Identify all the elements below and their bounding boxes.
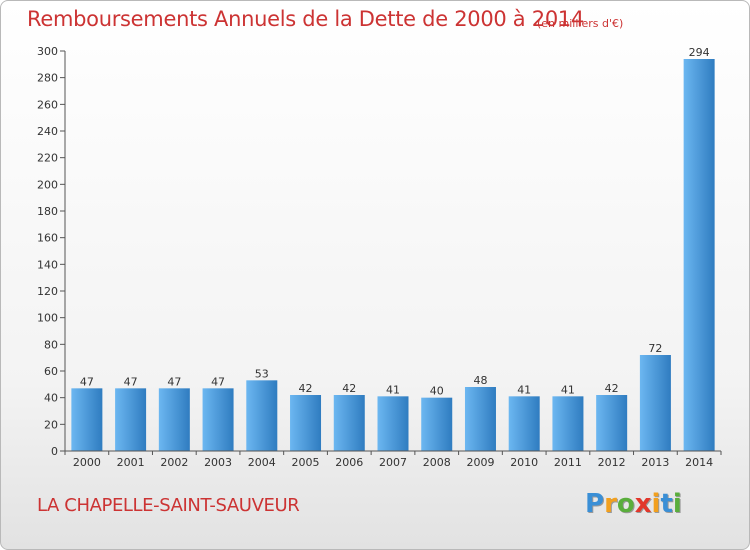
brand-letter: r [604, 489, 617, 519]
y-tick-label: 260 [37, 98, 58, 111]
bar-value-label: 47 [167, 375, 181, 388]
bar-value-label: 41 [561, 383, 575, 396]
bar-value-label: 41 [386, 383, 400, 396]
x-tick-label: 2006 [335, 456, 363, 469]
brand-letter: x [634, 489, 652, 519]
bar [464, 387, 496, 451]
chart-title: Remboursements Annuels de la Dette de 20… [27, 7, 584, 31]
bar-value-label: 47 [211, 375, 225, 388]
y-tick-label: 40 [44, 392, 58, 405]
chart-unit: (en milliers d'€) [537, 17, 624, 30]
x-tick-label: 2014 [685, 456, 713, 469]
x-tick-label: 2005 [292, 456, 320, 469]
y-tick-label: 300 [37, 45, 58, 58]
bar-value-label: 294 [689, 46, 710, 59]
x-tick-label: 2003 [204, 456, 232, 469]
bar [202, 388, 234, 451]
brand-letter: o [616, 489, 635, 519]
bar-value-label: 72 [648, 342, 662, 355]
y-tick-label: 0 [51, 445, 58, 458]
bar [158, 388, 190, 451]
x-tick-label: 2012 [598, 456, 626, 469]
bar [683, 59, 715, 451]
brand-letter: i [672, 489, 682, 519]
bar-value-label: 42 [342, 382, 356, 395]
brand-letter: i [651, 489, 661, 519]
bar [115, 388, 147, 451]
y-tick-label: 200 [37, 178, 58, 191]
y-axis: 0 20 40 60 80 100 120 140 160 180 200 220 240 260 280 3… [37, 45, 66, 458]
bar-value-label: 48 [473, 374, 487, 387]
commune-name: LA CHAPELLE-SAINT-SAUVEUR [37, 495, 300, 516]
x-tick-label: 2002 [160, 456, 188, 469]
x-tick-label: 2004 [248, 456, 276, 469]
y-tick-label: 220 [37, 152, 58, 165]
bar [71, 388, 103, 451]
bar-value-label: 47 [124, 375, 138, 388]
y-tick-label: 80 [44, 338, 58, 351]
x-tick-label: 2013 [641, 456, 669, 469]
x-axis: 2000 2001 2002 2003 2004 2005 2006 2007 2008 2009… [64, 450, 722, 469]
bar-value-label: 53 [255, 367, 269, 380]
bar [421, 397, 453, 451]
x-tick-label: 2011 [554, 456, 582, 469]
y-tick-label: 280 [37, 72, 58, 85]
brand-letter: t [660, 489, 673, 519]
x-tick-label: 2009 [466, 456, 494, 469]
y-tick-label: 180 [37, 205, 58, 218]
y-tick-label: 120 [37, 285, 58, 298]
bar-series: 47 47 47 47 53 42 42 41 40 48 41 41 42 72 294 [71, 46, 715, 451]
y-tick-label: 140 [37, 258, 58, 271]
y-tick-label: 240 [37, 125, 58, 138]
bar [552, 396, 584, 451]
y-tick-label: 20 [44, 418, 58, 431]
proxiti-logo: Proxiti [585, 489, 682, 519]
x-tick-label: 2008 [423, 456, 451, 469]
x-tick-label: 2001 [117, 456, 145, 469]
bar [508, 396, 540, 451]
bar [596, 395, 628, 451]
bar-value-label: 41 [517, 383, 531, 396]
bar [333, 395, 365, 451]
bar [290, 395, 322, 451]
y-tick-label: 160 [37, 232, 58, 245]
y-tick-label: 100 [37, 312, 58, 325]
bar-value-label: 42 [605, 382, 619, 395]
bar [246, 380, 278, 451]
x-tick-label: 2010 [510, 456, 538, 469]
bar [377, 396, 409, 451]
brand-letter: P [585, 489, 605, 519]
x-tick-label: 2007 [379, 456, 407, 469]
bar-value-label: 42 [299, 382, 313, 395]
bar-value-label: 40 [430, 385, 444, 398]
bar-value-label: 47 [80, 375, 94, 388]
y-tick-label: 60 [44, 365, 58, 378]
bar [639, 355, 671, 451]
x-tick-label: 2000 [73, 456, 101, 469]
